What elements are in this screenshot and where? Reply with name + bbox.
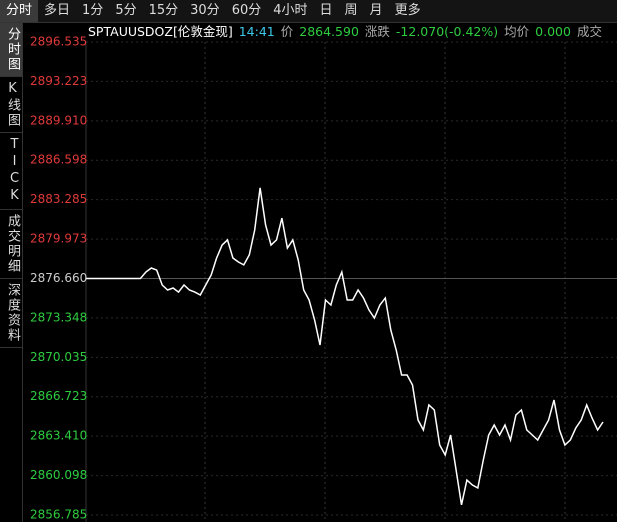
label: 均价 xyxy=(504,24,530,39)
label: 价 xyxy=(280,24,294,39)
y-tick-label: 2893.223 xyxy=(30,74,87,88)
tab[interactable]: 5分 xyxy=(115,3,137,18)
side-tabs: 分时图 K线图 TICK 成交明细 深度资料 xyxy=(0,23,23,522)
tab[interactable]: 周 xyxy=(344,3,358,18)
tab[interactable]: 分时 xyxy=(0,0,39,22)
y-tick-label: 2860.098 xyxy=(30,468,87,482)
y-tick-label: 2870.035 xyxy=(30,350,87,364)
y-tick-label: 2886.598 xyxy=(30,153,87,167)
tab[interactable]: 4小时 xyxy=(273,3,308,18)
y-tick-label: 2879.973 xyxy=(30,232,87,246)
tab[interactable]: 1分 xyxy=(82,3,104,18)
price-line xyxy=(86,187,604,506)
tab[interactable]: 日 xyxy=(319,3,333,18)
y-tick-label: 2883.285 xyxy=(30,192,87,206)
tab[interactable]: 30分 xyxy=(190,3,220,18)
tab[interactable]: 月 xyxy=(369,3,383,18)
avg: 0.000 xyxy=(535,24,571,39)
quote-header: SPTAUUSDOZ[伦敦金现] 14:41 价 2864.590 涨跌 -12.070(… xyxy=(88,22,617,42)
change: -12.070(-0.42%) xyxy=(395,24,499,39)
time: 14:41 xyxy=(238,24,275,39)
label: 涨跌 xyxy=(364,24,390,39)
side-tab[interactable]: 成交明细 xyxy=(0,210,22,279)
y-tick-label: 2889.910 xyxy=(30,113,87,127)
toolbar: 分时 多日 1分 5分 15分 30分 60分 4小时日周月更多 xyxy=(0,0,617,23)
y-tick-label: 2856.785 xyxy=(30,508,87,522)
tab[interactable]: 15分 xyxy=(148,3,179,18)
side-tab[interactable]: TICK xyxy=(0,133,22,210)
y-tick-label: 2866.723 xyxy=(30,389,87,403)
tab[interactable]: 多日 xyxy=(44,3,71,18)
price: 2864.590 xyxy=(299,24,359,39)
symbol: SPTAUUSDOZ[伦敦金现] xyxy=(88,24,233,39)
y-tick-label: 2863.410 xyxy=(30,429,87,443)
tab[interactable]: 更多 xyxy=(394,3,421,18)
y-tick-label: 2876.660 xyxy=(30,271,87,285)
y-tick-label: 2873.348 xyxy=(30,310,87,324)
side-tab[interactable]: 深度资料 xyxy=(0,279,22,348)
tab[interactable]: 60分 xyxy=(231,3,262,18)
side-tab[interactable]: K线图 xyxy=(0,77,22,133)
label: 成交 xyxy=(576,24,602,39)
y-tick-label: 2896.535 xyxy=(30,35,87,49)
side-tab[interactable]: 分时图 xyxy=(0,23,22,77)
